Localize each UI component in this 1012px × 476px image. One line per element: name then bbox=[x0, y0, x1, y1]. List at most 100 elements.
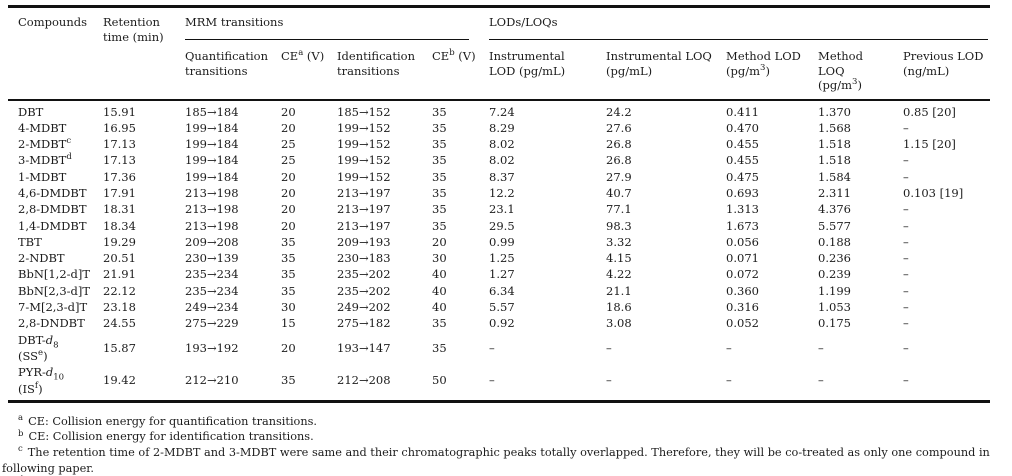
col-group-mrm-transitions: MRM transitions bbox=[175, 7, 479, 43]
table-row: 2,8-DMDBT 18.31 213→198 20 213→197 35 23.1 77.1… bbox=[8, 201, 990, 217]
table-cell: 1.27 bbox=[489, 267, 515, 282]
table-cell: 35 bbox=[432, 202, 447, 217]
table-cell: 1.584 bbox=[818, 169, 851, 184]
table-cell: 35 bbox=[432, 120, 447, 135]
table-cell: – bbox=[903, 120, 909, 135]
table-cell: 0.175 bbox=[818, 316, 851, 331]
table-cell: 35 bbox=[281, 283, 296, 298]
table-cell: – bbox=[903, 251, 909, 266]
table-row: 1-MDBT 17.36 199→184 20 199→152 35 8.37 27.9 0.4… bbox=[8, 169, 990, 185]
col-header-ce-quantification: CEa (V) bbox=[271, 42, 327, 101]
table-header: Compounds Retention time (min) MRM trans… bbox=[8, 6, 991, 101]
table-cell: 1.15 [20] bbox=[903, 137, 956, 152]
table-cell: 23.18 bbox=[103, 300, 136, 315]
table-cell: 1.518 bbox=[818, 137, 851, 152]
table-cell: 0.103 [19] bbox=[903, 185, 964, 200]
table-cell: – bbox=[903, 234, 909, 249]
col-header-instrumental-loq: Instrumental LOQ (pg/mL) bbox=[596, 42, 717, 101]
table-cell: 0.072 bbox=[726, 267, 759, 282]
compound-cell: 2,8-DMDBT bbox=[18, 202, 87, 217]
table-cell: 24.55 bbox=[103, 316, 136, 331]
table-cell: 0.470 bbox=[726, 120, 759, 135]
table-cell: 35 bbox=[432, 137, 447, 152]
table-row: 2-MDBTc 17.13 199→184 25 199→152 35 8.02 26.8 0.… bbox=[8, 136, 990, 152]
footnote: c The retention time of 2-MDBT and 3-MDBT… bbox=[2, 444, 990, 475]
table-cell: 0.455 bbox=[726, 153, 759, 168]
compound-cell: TBT bbox=[18, 234, 42, 249]
compound-cell: 4-MDBT bbox=[18, 120, 67, 135]
table-row: 2,8-DNDBT 24.55 275→229 15 275→182 35 0.92 3.08… bbox=[8, 315, 990, 331]
compound-cell: PYR-d10 (ISf) bbox=[18, 365, 65, 396]
table-cell: 23.1 bbox=[489, 202, 515, 217]
table-cell: – bbox=[818, 340, 824, 355]
table-cell: 4.22 bbox=[606, 267, 632, 282]
table-cell: 1.518 bbox=[818, 153, 851, 168]
table-cell: 193→192 bbox=[185, 340, 239, 355]
table-cell: 35 bbox=[432, 218, 447, 233]
table-cell: 0.693 bbox=[726, 185, 759, 200]
table-cell: 213→198 bbox=[185, 218, 239, 233]
table-cell: 1.568 bbox=[818, 120, 851, 135]
table-cell: 199→184 bbox=[185, 153, 239, 168]
col-header-method-lod: Method LOD (pg/m3) bbox=[716, 42, 809, 101]
footnote: b CE: Collision energy for identification… bbox=[18, 428, 314, 444]
table-cell: 185→152 bbox=[337, 104, 391, 119]
footnotes: a CE: Collision energy for quantification… bbox=[2, 414, 1008, 476]
table-cell: 18.31 bbox=[103, 202, 136, 217]
table-cell: 20.51 bbox=[103, 251, 136, 266]
table-cell: – bbox=[606, 373, 612, 388]
table-cell: 18.6 bbox=[606, 300, 632, 315]
table-cell: 35 bbox=[281, 267, 296, 282]
table-cell: 6.34 bbox=[489, 283, 515, 298]
table-cell: 199→184 bbox=[185, 137, 239, 152]
table-cell: 15.87 bbox=[103, 340, 136, 355]
table-cell: 275→229 bbox=[185, 316, 239, 331]
compound-cell: 1,4-DMDBT bbox=[18, 218, 87, 233]
table-cell: 249→234 bbox=[185, 300, 239, 315]
table-cell: 19.29 bbox=[103, 234, 136, 249]
table-cell: – bbox=[903, 267, 909, 282]
table-cell: 0.052 bbox=[726, 316, 759, 331]
group-header-row: Compounds Retention time (min) MRM trans… bbox=[8, 6, 990, 101]
table-cell: 20 bbox=[281, 340, 296, 355]
compound-cell: BbN[1,2-d]T bbox=[18, 267, 91, 282]
table-cell: 3.08 bbox=[606, 316, 632, 331]
table-cell: 1.313 bbox=[726, 202, 759, 217]
table-cell: 193→147 bbox=[337, 340, 391, 355]
table-cell: 212→208 bbox=[337, 373, 391, 388]
table-cell: 24.2 bbox=[606, 104, 632, 119]
table-cell: 22.12 bbox=[103, 283, 136, 298]
table-cell: 8.02 bbox=[489, 137, 515, 152]
table-cell: 40 bbox=[432, 283, 447, 298]
table-row: 2-NDBT 20.51 230→139 35 230→183 30 1.25 4.15 0.0… bbox=[8, 250, 990, 266]
table-cell: 2.311 bbox=[818, 185, 851, 200]
table-cell: 230→183 bbox=[337, 251, 391, 266]
table-cell: 77.1 bbox=[606, 202, 632, 217]
col-header-previous-lod: Previous LOD (ng/mL) bbox=[893, 42, 991, 101]
table-row: 4,6-DMDBT 17.91 213→198 20 213→197 35 12.2 40.7… bbox=[8, 185, 990, 201]
table-cell: 0.455 bbox=[726, 137, 759, 152]
mrm-lod-table: Compounds Retention time (min) MRM trans… bbox=[8, 5, 991, 403]
table-cell: 213→197 bbox=[337, 202, 391, 217]
table-cell: 209→208 bbox=[185, 234, 239, 249]
table-cell: 0.236 bbox=[818, 251, 851, 266]
table-cell: 17.36 bbox=[103, 169, 136, 184]
table-cell: 29.5 bbox=[489, 218, 515, 233]
table-cell: – bbox=[606, 340, 612, 355]
table-cell: 213→198 bbox=[185, 185, 239, 200]
table-cell: 7.24 bbox=[489, 104, 515, 119]
table-cell: 20 bbox=[281, 104, 296, 119]
table-row: 4-MDBT 16.95 199→184 20 199→152 35 8.29 27.6 0.4… bbox=[8, 120, 990, 136]
table-cell: 21.91 bbox=[103, 267, 136, 282]
table-cell: 213→197 bbox=[337, 185, 391, 200]
table-cell: 212→210 bbox=[185, 373, 239, 388]
table-cell: 98.3 bbox=[606, 218, 632, 233]
table-cell: 0.316 bbox=[726, 300, 759, 315]
table-row: TBT 19.29 209→208 35 209→193 20 0.99 3.32 0.056 0… bbox=[8, 234, 990, 250]
table-cell: 199→184 bbox=[185, 120, 239, 135]
table-cell: 249→202 bbox=[337, 300, 391, 315]
table-cell: – bbox=[726, 373, 732, 388]
table-cell: 199→184 bbox=[185, 169, 239, 184]
table-cell: 1.370 bbox=[818, 104, 851, 119]
table-cell: 4.15 bbox=[606, 251, 632, 266]
